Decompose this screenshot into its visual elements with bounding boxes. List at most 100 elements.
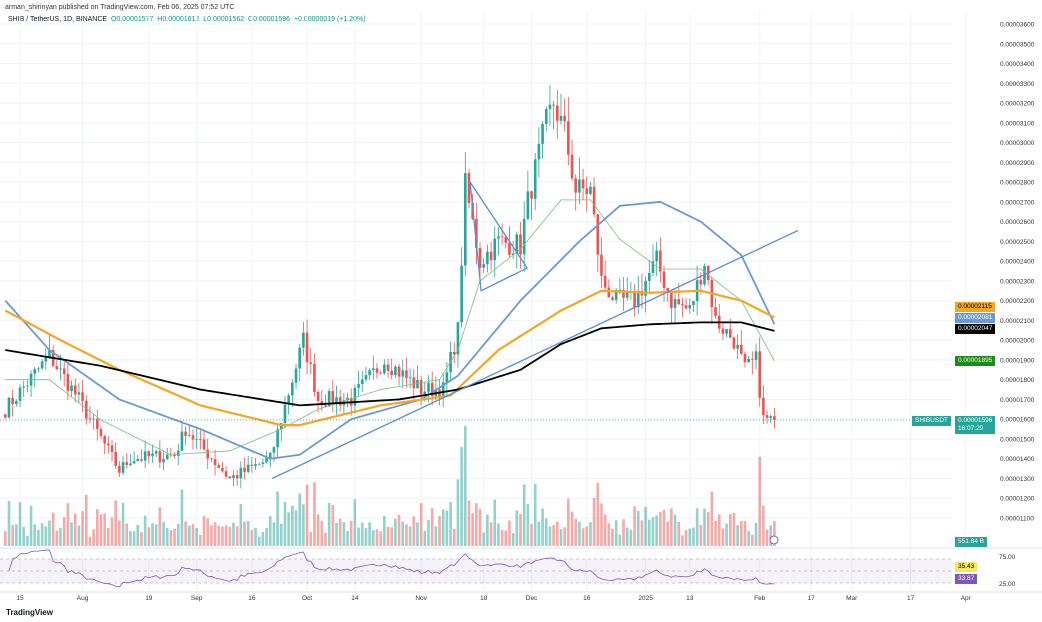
- candle-body: [662, 271, 666, 288]
- volume-bar: [670, 508, 673, 546]
- rsi-ma-tag: 35.43: [955, 562, 978, 572]
- candle-body: [195, 439, 198, 440]
- volume-bar: [438, 516, 441, 546]
- candle-body: [581, 179, 585, 189]
- candle-body: [478, 248, 482, 268]
- candle-body: [73, 385, 77, 395]
- candle-body: [184, 431, 187, 436]
- candle-body: [294, 368, 298, 383]
- candle-body: [268, 452, 272, 458]
- ma100-tag: 0.00002115: [955, 302, 995, 312]
- volume-bar: [18, 502, 22, 546]
- volume-bar: [416, 522, 419, 546]
- volume-bar: [710, 491, 714, 546]
- y-tick-label: 0.00003200: [1000, 101, 1035, 108]
- candle-body: [77, 392, 81, 395]
- volume-bar: [217, 525, 221, 546]
- y-tick-label: 0.00003400: [1000, 61, 1035, 68]
- volume-bar: [121, 502, 125, 546]
- volume-bar: [625, 527, 629, 546]
- volume-bar: [651, 517, 655, 546]
- candle-body: [360, 379, 364, 385]
- candle-body: [283, 404, 287, 424]
- volume-bar: [29, 505, 33, 546]
- volume-bar: [692, 527, 695, 546]
- volume-bar: [169, 530, 173, 546]
- candle-body: [596, 214, 600, 255]
- candle-body: [769, 416, 773, 418]
- volume-bar: [250, 530, 254, 546]
- candle-body: [673, 299, 677, 308]
- x-tick-label: Aug: [77, 595, 89, 602]
- candle-body: [206, 449, 209, 459]
- volume-bar: [338, 518, 342, 546]
- y-tick-label: 0.00002300: [1000, 278, 1035, 285]
- candle-body: [224, 471, 228, 477]
- volume-bar: [324, 532, 327, 546]
- candle-body: [721, 328, 725, 334]
- volume-bar: [563, 527, 566, 546]
- y-tick-label: 0.00001800: [1000, 377, 1035, 384]
- volume-bar: [191, 524, 195, 546]
- candle-body: [489, 251, 493, 261]
- volume-bar: [136, 525, 140, 546]
- volume-bar: [320, 520, 324, 546]
- candle-body: [725, 329, 728, 334]
- y-tick-label: 0.00002600: [1000, 219, 1035, 226]
- price-value: 0.00001596: [958, 417, 993, 424]
- volume-bar: [254, 528, 257, 546]
- volume-bar: [272, 522, 276, 546]
- volume-bar: [430, 508, 434, 546]
- candle-body: [213, 459, 217, 465]
- volume-bar: [740, 521, 743, 546]
- candle-body: [331, 391, 335, 405]
- volume-bar: [486, 514, 489, 546]
- candle-body: [18, 387, 22, 401]
- candle-body: [397, 366, 401, 377]
- volume-bar: [287, 512, 290, 546]
- volume-bar: [449, 501, 452, 546]
- tradingview-logo[interactable]: TradingView: [6, 608, 53, 617]
- volume-bar: [478, 508, 482, 546]
- volume-bar: [81, 511, 84, 546]
- candle-body: [7, 397, 11, 418]
- candle-body: [357, 384, 360, 388]
- y-tick-label: 0.00002000: [1000, 338, 1035, 345]
- volume-bar: [434, 526, 438, 546]
- candle-body: [375, 368, 379, 373]
- candle-body: [15, 400, 18, 404]
- candle-body: [180, 431, 184, 451]
- volume-bar: [154, 524, 158, 546]
- candle-body: [500, 236, 504, 238]
- candle-body: [313, 363, 316, 393]
- candle-body: [383, 364, 386, 374]
- candle-body: [96, 418, 99, 429]
- x-tick-label: 15: [16, 595, 24, 602]
- candle-body: [559, 115, 563, 121]
- candle-body: [364, 375, 368, 380]
- volume-bar: [747, 530, 750, 546]
- volume-bar: [210, 525, 213, 546]
- volume-bar: [405, 524, 408, 546]
- volume-bar: [559, 529, 563, 546]
- y-tick-label: 0.00002900: [1000, 160, 1035, 167]
- candle-body: [298, 347, 301, 369]
- x-tick-label: 17: [808, 595, 816, 602]
- candle-body: [519, 234, 522, 255]
- volume-bar: [55, 530, 59, 546]
- candle-body: [556, 105, 559, 121]
- symbol-label[interactable]: SHIB / TetherUS, 1D, BINANCE: [8, 16, 108, 23]
- volume-bar: [511, 533, 515, 546]
- volume-bar: [379, 531, 382, 546]
- x-tick-label: Dec: [526, 595, 538, 602]
- volume-bar: [408, 526, 412, 546]
- ma50-line: [4, 200, 776, 460]
- y-tick-label: 0.00002800: [1000, 180, 1035, 187]
- volume-bar: [419, 503, 423, 546]
- volume-bar: [659, 512, 662, 546]
- candle-body: [754, 351, 758, 360]
- volume-bar: [188, 525, 191, 546]
- candle-body: [408, 377, 412, 379]
- volume-bar: [70, 522, 73, 546]
